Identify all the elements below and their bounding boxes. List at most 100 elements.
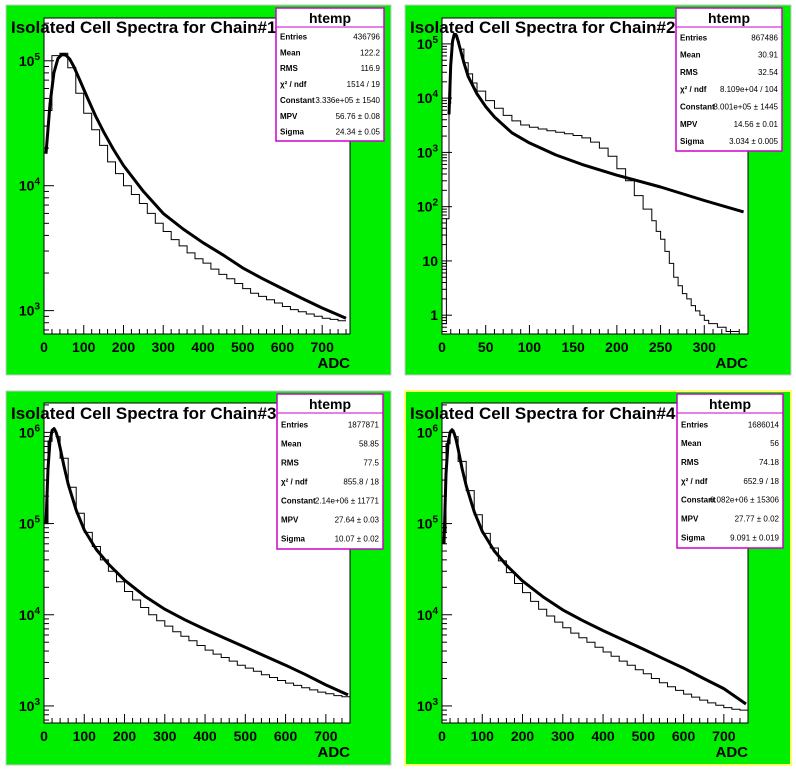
chart-panel-3: 0 100 200 300 400 500 600 700 103 104 105 106 ADC Iso… (5, 390, 392, 766)
stats-label: Constant (680, 103, 715, 112)
stats-label: Mean (680, 51, 701, 60)
stats-label: Mean (280, 48, 301, 57)
x-tick-label: 200 (113, 728, 137, 744)
y-tick-label: 1 (430, 307, 438, 323)
stats-value: 32.54 (758, 68, 779, 77)
stats-label: Constant (280, 96, 315, 105)
y-tick-label: 10 (422, 253, 438, 269)
x-axis-label: ADC (716, 355, 749, 372)
stats-value: 122.2 (360, 48, 381, 57)
stats-value: 27.77 ± 0.02 (735, 515, 780, 524)
y-tick-label: 104 (19, 177, 41, 194)
x-tick-label: 700 (314, 728, 338, 744)
stats-value: 652.9 / 18 (743, 477, 779, 486)
x-axis-label: ADC (318, 744, 351, 761)
y-tick-label: 106 (19, 423, 41, 440)
stats-label: Mean (281, 439, 302, 448)
stats-name: htemp (708, 10, 750, 26)
x-tick-label: 500 (231, 339, 255, 355)
stats-value: 855.8 / 18 (343, 477, 379, 486)
stats-value: 74.18 (759, 458, 780, 467)
stats-value: 2.14e+06 ± 11771 (315, 496, 380, 505)
y-tick-label: 103 (417, 697, 439, 714)
stats-value: 56.76 ± 0.08 (336, 112, 381, 121)
x-tick-label: 700 (311, 339, 335, 355)
x-tick-label: 400 (191, 339, 215, 355)
stats-value: 436796 (353, 33, 380, 42)
x-tick-label: 250 (649, 339, 673, 355)
x-tick-label: 200 (511, 728, 535, 744)
stats-frame (275, 7, 385, 142)
histogram-line (44, 52, 346, 322)
stats-value: 30.91 (758, 51, 779, 60)
stats-value: 8.001e+05 ± 1445 (713, 103, 778, 112)
stats-label: RMS (281, 458, 299, 467)
x-tick-label: 100 (518, 339, 542, 355)
stats-value: 10.07 ± 0.02 (335, 534, 380, 543)
stats-label: MPV (280, 112, 298, 121)
stats-label: Mean (681, 439, 702, 448)
stats-label: MPV (681, 515, 699, 524)
stats-label: Sigma (281, 534, 306, 543)
chart-title: Isolated Cell Spectra for Chain#3 (11, 404, 276, 423)
stats-name: htemp (309, 396, 351, 412)
x-tick-label: 100 (471, 728, 495, 744)
y-tick-label: 104 (417, 89, 439, 106)
stats-label: χ² / ndf (280, 80, 307, 89)
x-tick-label: 200 (605, 339, 629, 355)
stats-label: χ² / ndf (680, 85, 707, 94)
x-tick-label: 500 (234, 728, 258, 744)
stats-value: 116.9 (361, 64, 381, 73)
y-tick-label: 102 (417, 198, 439, 215)
x-tick-label: 400 (193, 728, 217, 744)
x-tick-label: 100 (72, 339, 96, 355)
stats-label: MPV (281, 515, 299, 524)
stats-label: Entries (680, 33, 708, 42)
x-tick-label: 600 (271, 339, 295, 355)
x-tick-label: 300 (551, 728, 575, 744)
stats-label: Constant (681, 496, 716, 505)
stats-value: 14.56 ± 0.01 (734, 120, 779, 129)
stats-value: 56 (770, 439, 779, 448)
stats-frame (676, 393, 784, 549)
stats-label: Entries (281, 420, 309, 429)
chart-title: Isolated Cell Spectra for Chain#2 (410, 18, 675, 37)
x-tick-label: 0 (40, 339, 48, 355)
stats-label: Sigma (680, 137, 705, 146)
chart-title: Isolated Cell Spectra for Chain#4 (410, 404, 676, 423)
y-tick-label: 103 (417, 143, 439, 160)
x-axis-label: ADC (318, 355, 351, 372)
chart-panel-4: 0 100 200 300 400 500 600 700 103 104 105 106 ADC Iso… (404, 390, 792, 766)
x-tick-label: 150 (561, 339, 585, 355)
y-tick-label: 103 (19, 697, 41, 714)
y-tick-label: 105 (417, 35, 439, 52)
stats-label: χ² / ndf (681, 477, 708, 486)
stats-value: 27.64 ± 0.03 (335, 515, 380, 524)
chart-panel-2: 0 50 100 150 200 250 300 1 10 102 103 104 105 ADC Isol… (404, 4, 792, 376)
fit-curve (44, 53, 347, 320)
stats-label: Sigma (681, 533, 706, 542)
stats-label: χ² / ndf (281, 477, 308, 486)
stats-frame (276, 393, 384, 550)
x-tick-label: 100 (73, 728, 97, 744)
stats-label: RMS (280, 64, 298, 73)
y-tick-label: 105 (417, 515, 439, 532)
stats-value: 1514 / 19 (347, 80, 381, 89)
x-tick-label: 300 (152, 339, 176, 355)
x-tick-label: 0 (40, 728, 48, 744)
histogram-line (442, 429, 748, 711)
fit-curve (442, 428, 747, 706)
stats-label: Constant (281, 496, 316, 505)
stats-label: Entries (681, 420, 709, 429)
x-tick-label: 0 (438, 728, 446, 744)
fit-curve (447, 32, 745, 214)
stats-value: 8.109e+04 / 104 (720, 85, 779, 94)
chart-title: Isolated Cell Spectra for Chain#1 (11, 18, 276, 37)
y-tick-label: 105 (19, 52, 41, 69)
x-tick-label: 50 (478, 339, 494, 355)
y-tick-label: 104 (417, 606, 439, 623)
